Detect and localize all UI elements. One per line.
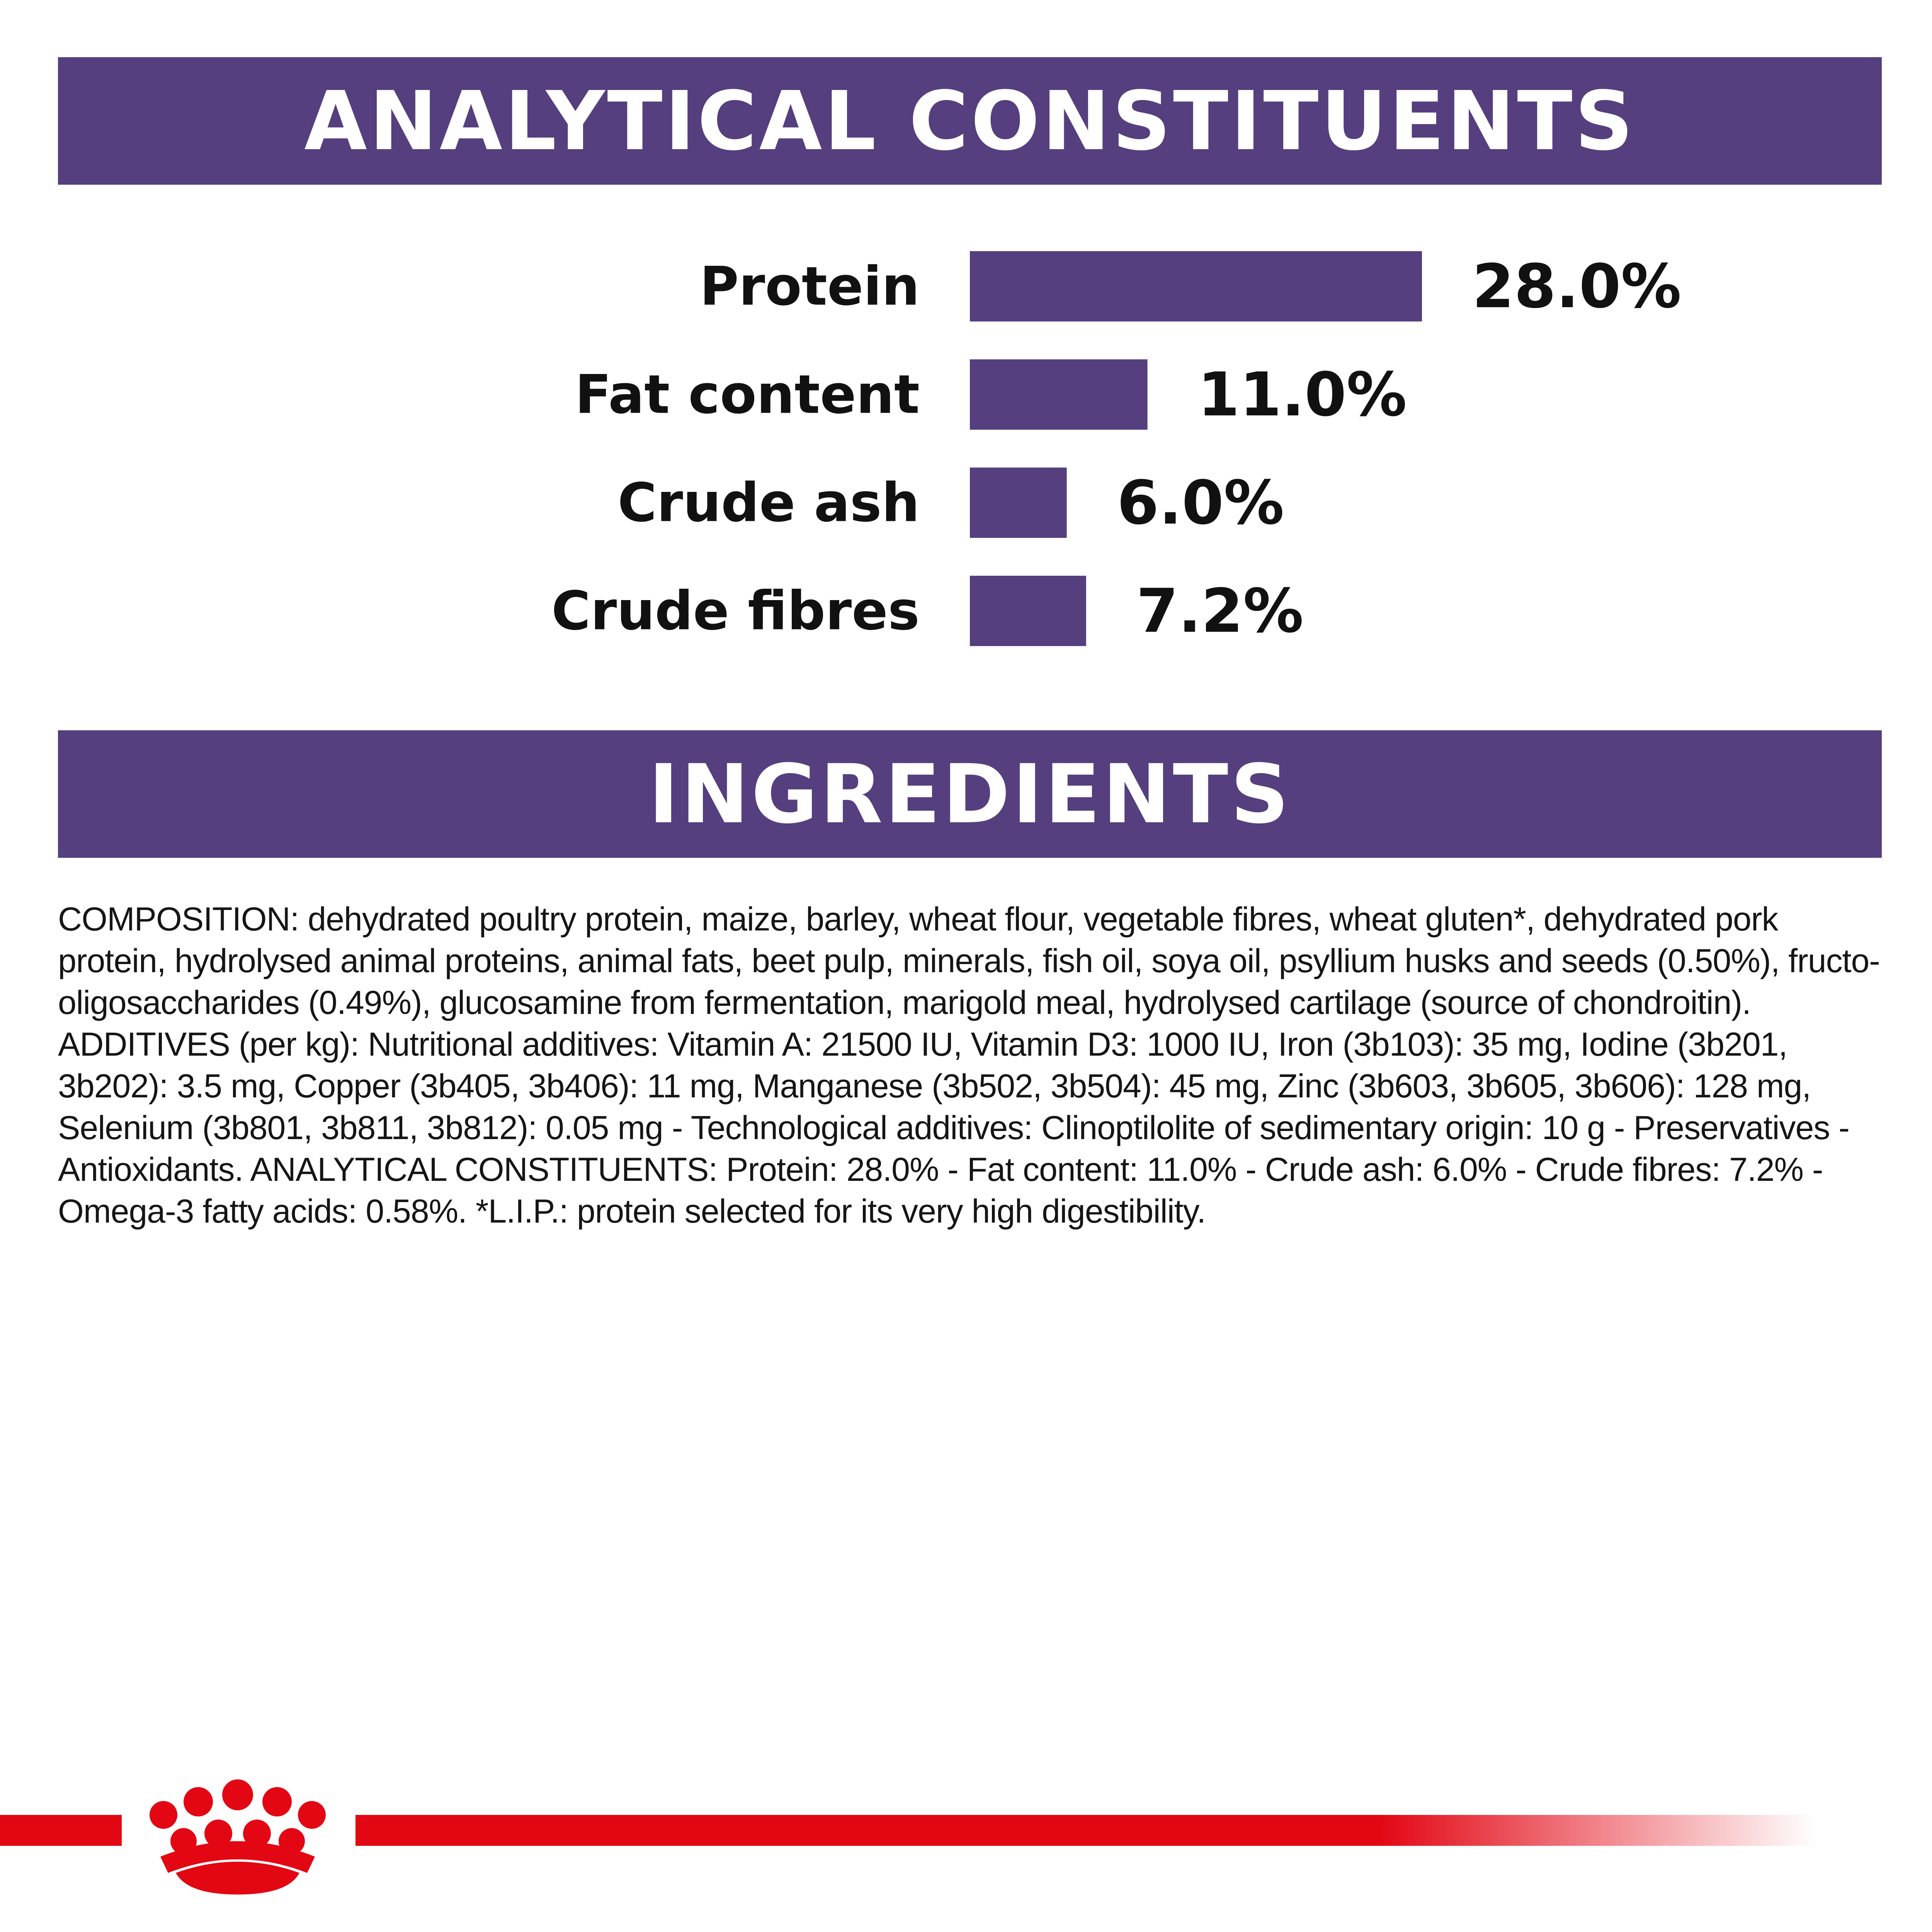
value-label: 6.0% (1117, 468, 1284, 538)
crown-icon (150, 1779, 326, 1895)
category-label: Protein (700, 255, 920, 318)
bar-crude-fibres (970, 576, 1086, 646)
composition-text: COMPOSITION: dehydrated poultry protein,… (58, 901, 1880, 1230)
bar-crude-ash (970, 468, 1067, 538)
analytical-constituents-title: ANALYTICAL CONSTITUENTS (304, 73, 1636, 168)
footer-red-band-left (0, 1815, 122, 1846)
category-label: Fat content (575, 364, 920, 426)
ingredients-title: INGREDIENTS (648, 747, 1291, 842)
value-label: 11.0% (1198, 359, 1407, 430)
category-label: Crude ash (617, 472, 920, 534)
ingredients-banner: INGREDIENTS (58, 730, 1882, 858)
analytical-bar-chart: Protein 28.0% Fat content 11.0% Crude ash 6.0… (551, 251, 1681, 646)
bar-fat-content (970, 359, 1148, 430)
bar-protein (970, 251, 1422, 321)
value-label: 28.0% (1472, 251, 1681, 321)
value-label: 7.2% (1136, 576, 1304, 646)
analytical-constituents-banner: ANALYTICAL CONSTITUENTS (58, 57, 1882, 185)
footer-red-band-right (355, 1815, 1816, 1846)
category-label: Crude fibres (551, 580, 920, 642)
